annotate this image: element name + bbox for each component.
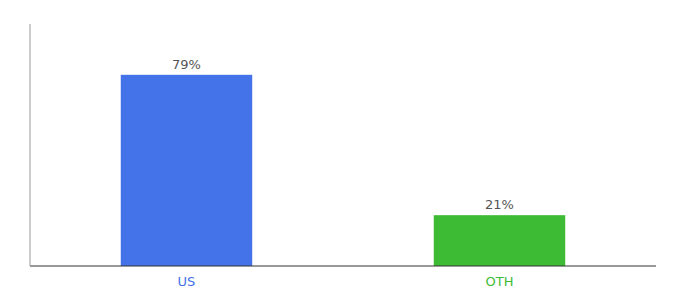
bar — [434, 215, 565, 266]
bar — [121, 75, 252, 266]
x-tick-label: US — [178, 274, 196, 289]
chart: 79% 21% US OTH — [0, 0, 680, 300]
x-axis-line — [30, 266, 656, 267]
bars — [121, 75, 565, 266]
data-label: 21% — [485, 197, 514, 212]
chart-container: 79% 21% US OTH — [0, 0, 680, 300]
x-tick-label: OTH — [486, 274, 514, 289]
data-label: 79% — [172, 57, 201, 72]
y-axis-line — [30, 24, 31, 266]
data-labels: 79% 21% — [172, 57, 514, 212]
axes: US OTH — [30, 24, 656, 289]
